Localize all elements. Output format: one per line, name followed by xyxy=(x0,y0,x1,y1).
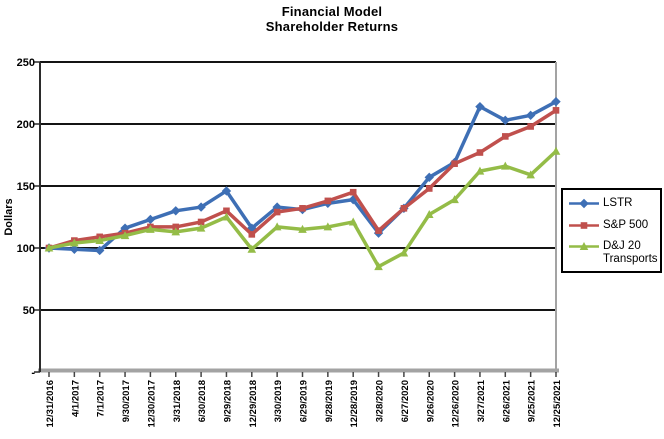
y-tick-label: 150 xyxy=(17,181,35,193)
s-p-500-square-marker xyxy=(527,123,534,130)
x-tick-label: 3/28/2020 xyxy=(375,380,386,422)
lstr-diamond-marker xyxy=(171,206,181,216)
d-j-20-transports-triangle-marker xyxy=(526,170,535,179)
s-p-500-square-marker xyxy=(476,149,484,156)
x-tick-label: 6/29/2019 xyxy=(299,380,310,422)
legend-square-icon xyxy=(569,221,599,229)
chart-title-line2: Shareholder Returns xyxy=(265,19,399,34)
s-p-500-square-marker xyxy=(248,231,256,238)
s-p-500-square-marker xyxy=(400,205,408,212)
chart-title: Financial Model Shareholder Returns xyxy=(0,4,664,34)
d-j-20-transports-triangle-marker xyxy=(70,238,79,247)
legend-diamond-icon xyxy=(569,198,599,209)
x-tick-label: 9/30/2017 xyxy=(121,380,132,422)
x-tick-label: 3/31/2018 xyxy=(172,380,183,422)
d-j-20-transports-triangle-marker xyxy=(247,244,257,253)
x-tick-label: 4/1/2017 xyxy=(70,380,81,417)
lstr-diamond-marker xyxy=(69,244,80,254)
x-tick-label: 3/27/2021 xyxy=(476,379,487,422)
x-tick-label: 12/25/2021 xyxy=(552,379,563,427)
x-tick-label: 9/28/2019 xyxy=(324,380,335,422)
y-tick-label: 50 xyxy=(23,305,35,317)
d-j-20-transports-triangle-marker xyxy=(95,236,104,245)
lstr-diamond-marker xyxy=(525,110,536,121)
x-tick-label: 7/1/2017 xyxy=(96,380,107,417)
d-j-20-transports-triangle-marker xyxy=(146,224,155,233)
lstr-diamond-marker xyxy=(500,115,510,125)
d-j-20-transports-triangle-marker xyxy=(348,217,358,226)
x-tick-label: 12/26/2020 xyxy=(451,380,462,428)
lstr-diamond-marker xyxy=(196,202,206,212)
lstr-diamond-marker xyxy=(475,101,485,112)
lstr-diamond-marker xyxy=(120,223,130,233)
legend: LSTR S&P 500 D&J 20 Transports xyxy=(561,188,662,273)
d-j-20-transports-triangle-marker xyxy=(171,227,181,236)
d-j-20-transports-triangle-marker xyxy=(272,222,282,231)
y-tick-label: 250 xyxy=(17,57,35,69)
lstr-diamond-marker xyxy=(95,245,105,256)
lstr-diamond-marker xyxy=(145,214,156,225)
s-p-500-square-marker xyxy=(172,223,180,231)
d-j-20-transports-triangle-marker xyxy=(374,262,383,271)
y-tick-label: 100 xyxy=(17,243,35,255)
d-j-20-transports-triangle-marker xyxy=(424,210,434,219)
s-p-500-square-marker xyxy=(299,205,306,212)
y-tick-label: - xyxy=(31,367,35,379)
s-p-500-square-marker xyxy=(223,207,230,215)
x-tick-label: 6/30/2018 xyxy=(197,380,208,422)
x-tick-label: 9/29/2018 xyxy=(222,380,233,422)
x-tick-label: 9/26/2020 xyxy=(425,380,436,422)
x-tick-label: 12/31/2016 xyxy=(45,380,56,428)
legend-triangle-icon xyxy=(569,242,599,250)
legend-label-s-p-500: S&P 500 xyxy=(603,218,649,231)
s-p-500-square-marker xyxy=(502,133,509,140)
d-j-20-transports-triangle-marker xyxy=(475,166,485,175)
legend-label-d-j-20-transports: D&J 20 Transports xyxy=(603,240,658,265)
d-j-20-transports-triangle-marker xyxy=(399,248,409,257)
d-j-20-transports-triangle-marker xyxy=(196,223,206,232)
s-p-500-square-marker xyxy=(375,227,382,234)
lstr-diamond-marker xyxy=(551,96,561,107)
s-p-500-square-marker xyxy=(349,188,357,196)
legend-item-lstr: LSTR xyxy=(568,197,659,210)
lstr-diamond-marker xyxy=(221,186,232,196)
d-j-20-transports-triangle-marker xyxy=(222,212,231,221)
chart-title-line1: Financial Model xyxy=(281,4,383,19)
d-j-20-transports-triangle-marker xyxy=(44,243,54,252)
d-j-20-transports-triangle-marker xyxy=(323,222,333,231)
x-tick-label: 12/28/2019 xyxy=(349,380,360,428)
d-j-20-transports-triangle-marker xyxy=(298,224,307,233)
x-tick-label: 6/26/2021 xyxy=(501,379,512,422)
s-p-500-square-marker xyxy=(197,218,205,226)
legend-label-lstr: LSTR xyxy=(603,197,633,209)
x-tick-label: 6/27/2020 xyxy=(400,380,411,422)
lstr-diamond-marker xyxy=(424,172,434,183)
d-j-20-transports-triangle-marker xyxy=(450,195,459,204)
x-tick-label: 12/30/2017 xyxy=(146,380,157,428)
d-j-20-transports-triangle-marker xyxy=(501,161,510,170)
s-p-500-square-marker xyxy=(324,197,332,205)
s-p-500-square-marker xyxy=(425,185,433,192)
s-p-500-square-marker xyxy=(451,160,458,167)
x-tick-label: 9/25/2021 xyxy=(527,379,538,422)
d-j-20-transports-triangle-marker xyxy=(551,146,561,155)
d-j-20-transports-triangle-marker xyxy=(120,231,130,240)
s-p-500-square-marker xyxy=(273,208,281,216)
x-tick-label: 3/30/2019 xyxy=(273,380,284,422)
legend-item-d-j-20-transports: D&J 20 Transports xyxy=(568,240,659,265)
legend-item-s-p-500: S&P 500 xyxy=(568,219,659,232)
x-tick-label: 12/29/2018 xyxy=(248,380,259,428)
y-tick-label: 200 xyxy=(17,119,35,131)
s-p-500-square-marker xyxy=(552,107,560,114)
